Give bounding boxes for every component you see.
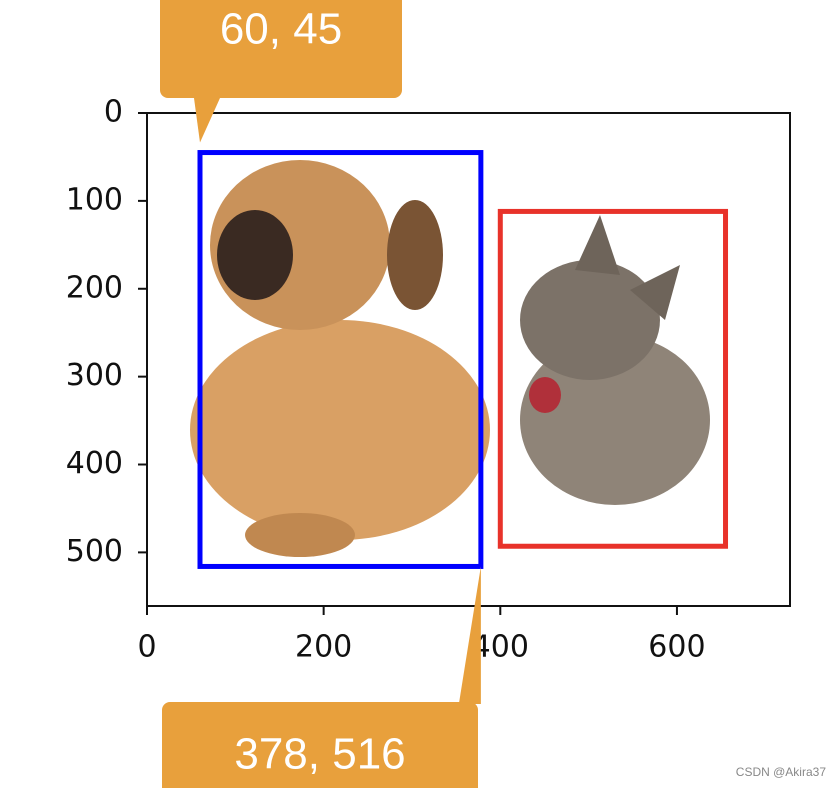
callout-pointer [193, 98, 220, 143]
callout-label: 378, 516 [234, 730, 405, 779]
y-tick-label: 300 [66, 358, 123, 393]
dog-body [190, 320, 490, 540]
cat-ear [630, 265, 680, 320]
x-tick-label: 200 [295, 630, 352, 665]
cat-body [520, 335, 710, 505]
callout-pointer [458, 566, 481, 704]
callout-label: 60, 45 [220, 5, 342, 54]
cat-mouth [529, 377, 561, 413]
bounding-box [197, 150, 484, 569]
y-tick-label: 200 [66, 270, 123, 305]
x-tick-label: 0 [137, 630, 156, 665]
bounding-box [497, 208, 729, 549]
y-tick-label: 400 [66, 446, 123, 481]
dog-paw [245, 513, 355, 557]
cat-ear [575, 215, 620, 275]
callout-box [162, 702, 478, 788]
cat-head [520, 260, 660, 380]
dog-ear [387, 200, 443, 310]
x-tick-label: 600 [648, 630, 705, 665]
x-tick-label: 400 [472, 630, 529, 665]
watermark: CSDN @Akira37 [736, 765, 827, 779]
axes-frame [146, 112, 791, 607]
callout-box [160, 0, 402, 98]
y-tick-label: 100 [66, 182, 123, 217]
y-tick-label: 0 [104, 95, 123, 130]
y-tick-label: 500 [66, 534, 123, 569]
dog-muzzle [217, 210, 293, 300]
photo [147, 113, 790, 606]
